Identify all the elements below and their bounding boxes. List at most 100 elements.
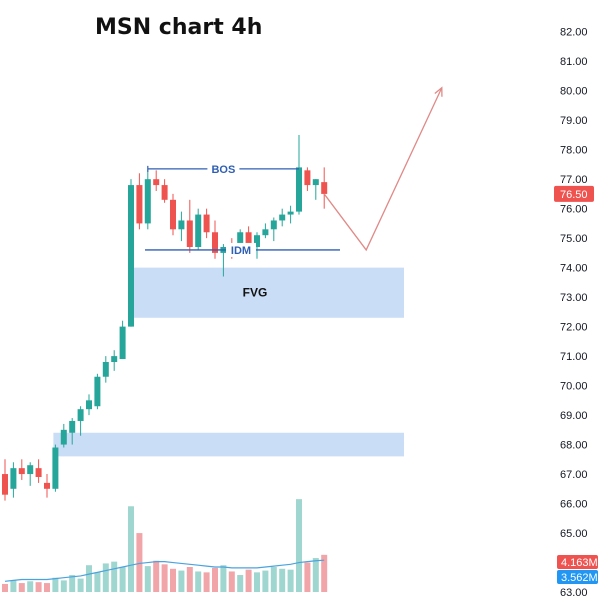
price-tick-label: 73.00 bbox=[560, 292, 588, 304]
volume-bar bbox=[86, 565, 92, 592]
volume-bar bbox=[237, 575, 244, 592]
volume-bar bbox=[10, 580, 17, 592]
volume-bar bbox=[161, 564, 168, 592]
candle-body bbox=[203, 214, 210, 233]
price-tick-label: 79.00 bbox=[560, 115, 588, 127]
candle-body bbox=[279, 214, 286, 221]
volume-ma-line bbox=[4, 559, 325, 582]
candle-body bbox=[270, 220, 277, 230]
price-tick-label: 82.00 bbox=[560, 27, 588, 39]
price-tick-label: 78.00 bbox=[560, 145, 588, 157]
volume-bar bbox=[94, 572, 101, 592]
volume-bar bbox=[220, 565, 227, 592]
candle-body bbox=[10, 468, 17, 489]
candle-body bbox=[321, 182, 328, 194]
idm-label-bg bbox=[226, 242, 256, 257]
volume-bar bbox=[119, 567, 126, 592]
volume-bar bbox=[270, 567, 277, 592]
candle-body bbox=[161, 185, 168, 200]
fvg-label: FVG bbox=[243, 286, 268, 300]
candle-body bbox=[296, 167, 302, 212]
candle-body bbox=[178, 220, 185, 230]
volume-bar bbox=[203, 572, 210, 592]
volume-layer bbox=[2, 499, 328, 592]
volume-bar bbox=[296, 499, 302, 592]
candle-body bbox=[35, 468, 42, 477]
price-tick-label: 76.00 bbox=[560, 204, 588, 216]
fvg-zone bbox=[128, 267, 404, 318]
volume-bar bbox=[136, 533, 143, 592]
volume-bar bbox=[195, 571, 202, 592]
candle-body bbox=[94, 376, 101, 407]
candle-body bbox=[254, 235, 260, 247]
volume-bar bbox=[170, 568, 176, 592]
volume-bar bbox=[254, 572, 260, 592]
candle-body bbox=[262, 229, 269, 236]
volume-bar bbox=[35, 582, 42, 592]
annotations-layer: BOS IDM FVG bbox=[145, 86, 443, 300]
price-tick-label: 80.00 bbox=[560, 86, 588, 98]
volume-bar bbox=[111, 561, 118, 592]
candle-body bbox=[52, 447, 59, 489]
candle-body bbox=[195, 214, 202, 247]
candle-body bbox=[212, 232, 218, 253]
candle-body bbox=[18, 468, 25, 475]
candle-body bbox=[186, 220, 193, 247]
candle-body bbox=[304, 170, 311, 186]
volume-bar bbox=[287, 569, 294, 592]
candle-body bbox=[312, 179, 319, 186]
volume-bar bbox=[69, 575, 76, 592]
candle-body bbox=[102, 362, 109, 377]
candles-layer bbox=[2, 134, 328, 501]
candle-body bbox=[245, 232, 252, 247]
volume-bar bbox=[228, 571, 235, 592]
price-tick-label: 67.00 bbox=[560, 469, 588, 481]
price-tick-label: 68.00 bbox=[560, 440, 588, 452]
candle-body bbox=[136, 185, 143, 224]
volume-ma-badge-text: 3.562M bbox=[561, 572, 598, 584]
volume-bar bbox=[60, 580, 67, 592]
price-tick-label: 65.00 bbox=[560, 528, 588, 540]
price-tick-label: 70.00 bbox=[560, 381, 588, 393]
price-tick-label: 72.00 bbox=[560, 322, 588, 334]
candle-body bbox=[77, 409, 84, 421]
volume-bar bbox=[144, 566, 151, 592]
volume-bar bbox=[52, 577, 59, 592]
volume-bar bbox=[304, 562, 311, 592]
price-tick-label: 77.00 bbox=[560, 174, 588, 186]
candle-body bbox=[69, 420, 76, 433]
candle-body bbox=[111, 356, 118, 362]
volume-bar bbox=[178, 570, 185, 592]
volume-bar bbox=[279, 568, 286, 592]
volume-bar bbox=[102, 563, 109, 592]
volume-bar bbox=[321, 554, 328, 592]
candle-body bbox=[119, 326, 126, 360]
idm-label: IDM bbox=[231, 245, 251, 257]
projection-path bbox=[323, 87, 443, 252]
candle-body bbox=[86, 400, 92, 410]
price-tick-label: 66.00 bbox=[560, 499, 588, 511]
price-tick-label: 75.00 bbox=[560, 233, 588, 245]
bos-label-bg bbox=[207, 160, 240, 175]
candle-body bbox=[170, 199, 176, 230]
price-axis: 82.00 81.00 80.00 79.00 78.00 77.00 76.00 75.00… bbox=[554, 27, 598, 599]
volume-bar bbox=[18, 583, 25, 592]
volume-bar bbox=[312, 558, 319, 592]
last-price-badge bbox=[554, 185, 594, 202]
candle-body bbox=[153, 179, 160, 186]
volume-bar bbox=[128, 506, 134, 592]
volume-badge-text: 4.163M bbox=[561, 557, 598, 569]
chart-title: MSN chart 4h bbox=[95, 15, 262, 40]
bos-label: BOS bbox=[211, 164, 235, 176]
volume-ma-badge bbox=[557, 570, 598, 584]
volume-bar bbox=[44, 583, 50, 592]
volume-bar bbox=[27, 581, 34, 592]
candle-body bbox=[128, 185, 134, 327]
candle-body bbox=[2, 474, 8, 495]
volume-bar bbox=[245, 569, 252, 592]
zones-layer bbox=[53, 267, 405, 457]
volume-bar bbox=[186, 567, 193, 592]
projection-arrowhead bbox=[434, 86, 443, 97]
price-tick-label: 81.00 bbox=[560, 56, 588, 68]
